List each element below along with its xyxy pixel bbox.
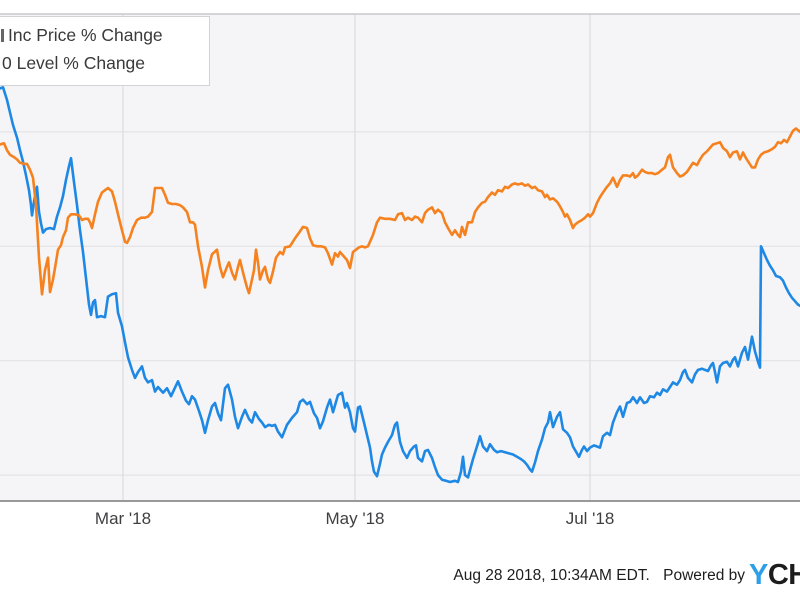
ycharts-logo: YCH <box>749 559 800 592</box>
price-comparison-chart <box>0 13 800 502</box>
x-axis-tick-label: Jul '18 <box>565 509 615 528</box>
x-axis: Mar '18 May '18 Jul '18 <box>0 507 800 535</box>
footer-attribution: Aug 28 2018, 10:34AM EDT. Powered by <box>453 567 745 585</box>
chart-footer: Aug 28 2018, 10:34AM EDT. Powered by YCH <box>0 559 800 595</box>
legend-entry-index-label: 0 Level % Change <box>2 53 146 73</box>
price-line-series <box>0 86 800 484</box>
footer-timestamp: Aug 28 2018, 10:34AM EDT. <box>453 567 650 584</box>
x-axis-tick-label: Mar '18 <box>94 509 152 528</box>
legend-entry-price-label: Inc Price % Change <box>8 25 163 45</box>
legend-clipped-text-fragment <box>1 29 4 42</box>
powered-by-text: Powered by <box>663 567 745 584</box>
ycharts-logo-y: Y <box>749 559 768 591</box>
index-line-series <box>0 127 800 296</box>
x-axis-tick-label: May '18 <box>325 509 385 528</box>
ycharts-logo-rest: CH <box>767 559 800 591</box>
plot-background <box>0 14 800 501</box>
chart-legend: Inc Price % Change 0 Level % Change <box>0 16 210 86</box>
